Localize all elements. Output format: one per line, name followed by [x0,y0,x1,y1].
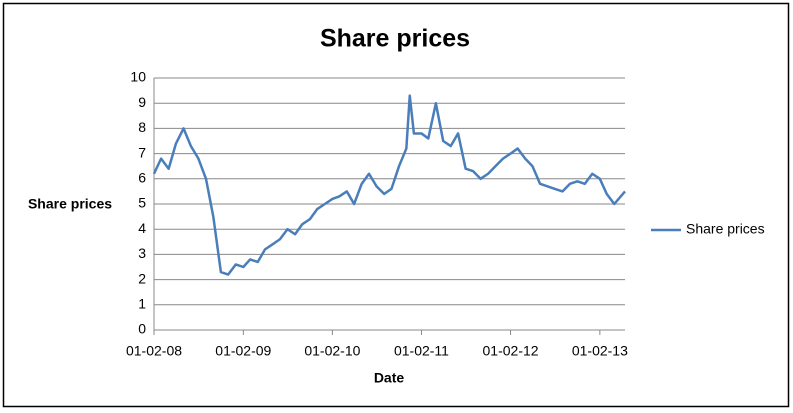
y-tick-label: 10 [130,69,146,85]
y-tick-label: 9 [138,94,146,110]
y-tick-label: 7 [138,144,146,160]
x-tick-label: 01-02-08 [126,343,182,359]
x-tick-label: 01-02-11 [394,343,449,359]
y-axis-label: Share prices [28,196,112,212]
y-tick-label: 3 [138,245,146,261]
y-tick-label: 6 [138,170,146,186]
x-tick-label: 01-02-10 [304,343,360,359]
y-tick-label: 4 [138,220,146,236]
y-tick-label: 2 [138,270,146,286]
chart-title: Share prices [320,25,470,53]
chart-border [2,2,790,408]
y-tick-label: 1 [138,296,146,312]
y-tick-label: 5 [138,195,146,211]
x-tick-label: 01-02-09 [215,343,271,359]
x-axis-label: Date [374,370,405,386]
legend-label: Share prices [686,221,765,237]
x-tick-label: 01-02-12 [483,343,539,359]
y-tick-label: 0 [138,321,146,337]
data-line [152,94,626,276]
x-tick-label: 01-02-13 [572,343,628,359]
y-tick-label: 8 [138,119,146,135]
